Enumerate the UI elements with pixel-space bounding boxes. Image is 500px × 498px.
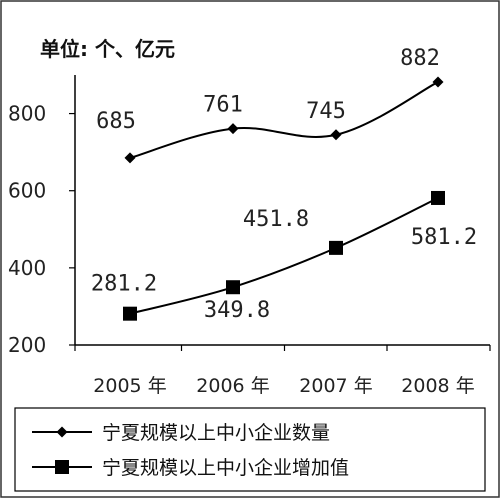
series-layer: 685 761 745 882 281.2 349.8 451.8 581.2 (91, 46, 477, 323)
y-tick-label: 200 (8, 333, 46, 357)
data-point-square (123, 306, 137, 321)
x-tick-label: 2008 年 (401, 375, 474, 397)
data-label: 882 (400, 46, 440, 71)
data-point-square (226, 280, 240, 295)
legend-marker-square (55, 460, 69, 474)
data-label: 685 (96, 109, 136, 134)
y-tick-label: 400 (8, 256, 46, 280)
data-point-square (431, 190, 445, 205)
data-point-diamond (227, 123, 239, 135)
x-tick-label: 2005 年 (93, 375, 166, 397)
legend-label: 宁夏规模以上中小企业数量 (102, 422, 330, 444)
data-point-diamond (124, 152, 136, 164)
legend-label: 宁夏规模以上中小企业增加值 (102, 457, 349, 479)
y-tick-label: 600 (8, 179, 46, 203)
x-tick-label: 2007 年 (299, 375, 372, 397)
data-point-diamond (432, 76, 444, 88)
data-label: 451.8 (243, 207, 309, 232)
series-line (129, 81, 439, 159)
data-label: 281.2 (91, 272, 157, 297)
data-label: 581.2 (411, 225, 477, 250)
data-label: 349.8 (204, 298, 270, 323)
x-tick-label: 2006 年 (196, 375, 269, 397)
axes: 200 400 600 800 2005 年 2006 年 2007 年 2008 年 (8, 75, 491, 397)
data-label: 745 (306, 99, 346, 124)
data-point-diamond (330, 129, 342, 141)
series-line (129, 197, 439, 315)
unit-label: 单位: 个、亿元 (40, 37, 175, 61)
legend-box (14, 407, 486, 492)
data-point-square (329, 240, 343, 255)
data-label: 761 (203, 93, 243, 118)
y-tick-label: 800 (8, 102, 46, 126)
legend-marker-diamond (56, 426, 68, 438)
